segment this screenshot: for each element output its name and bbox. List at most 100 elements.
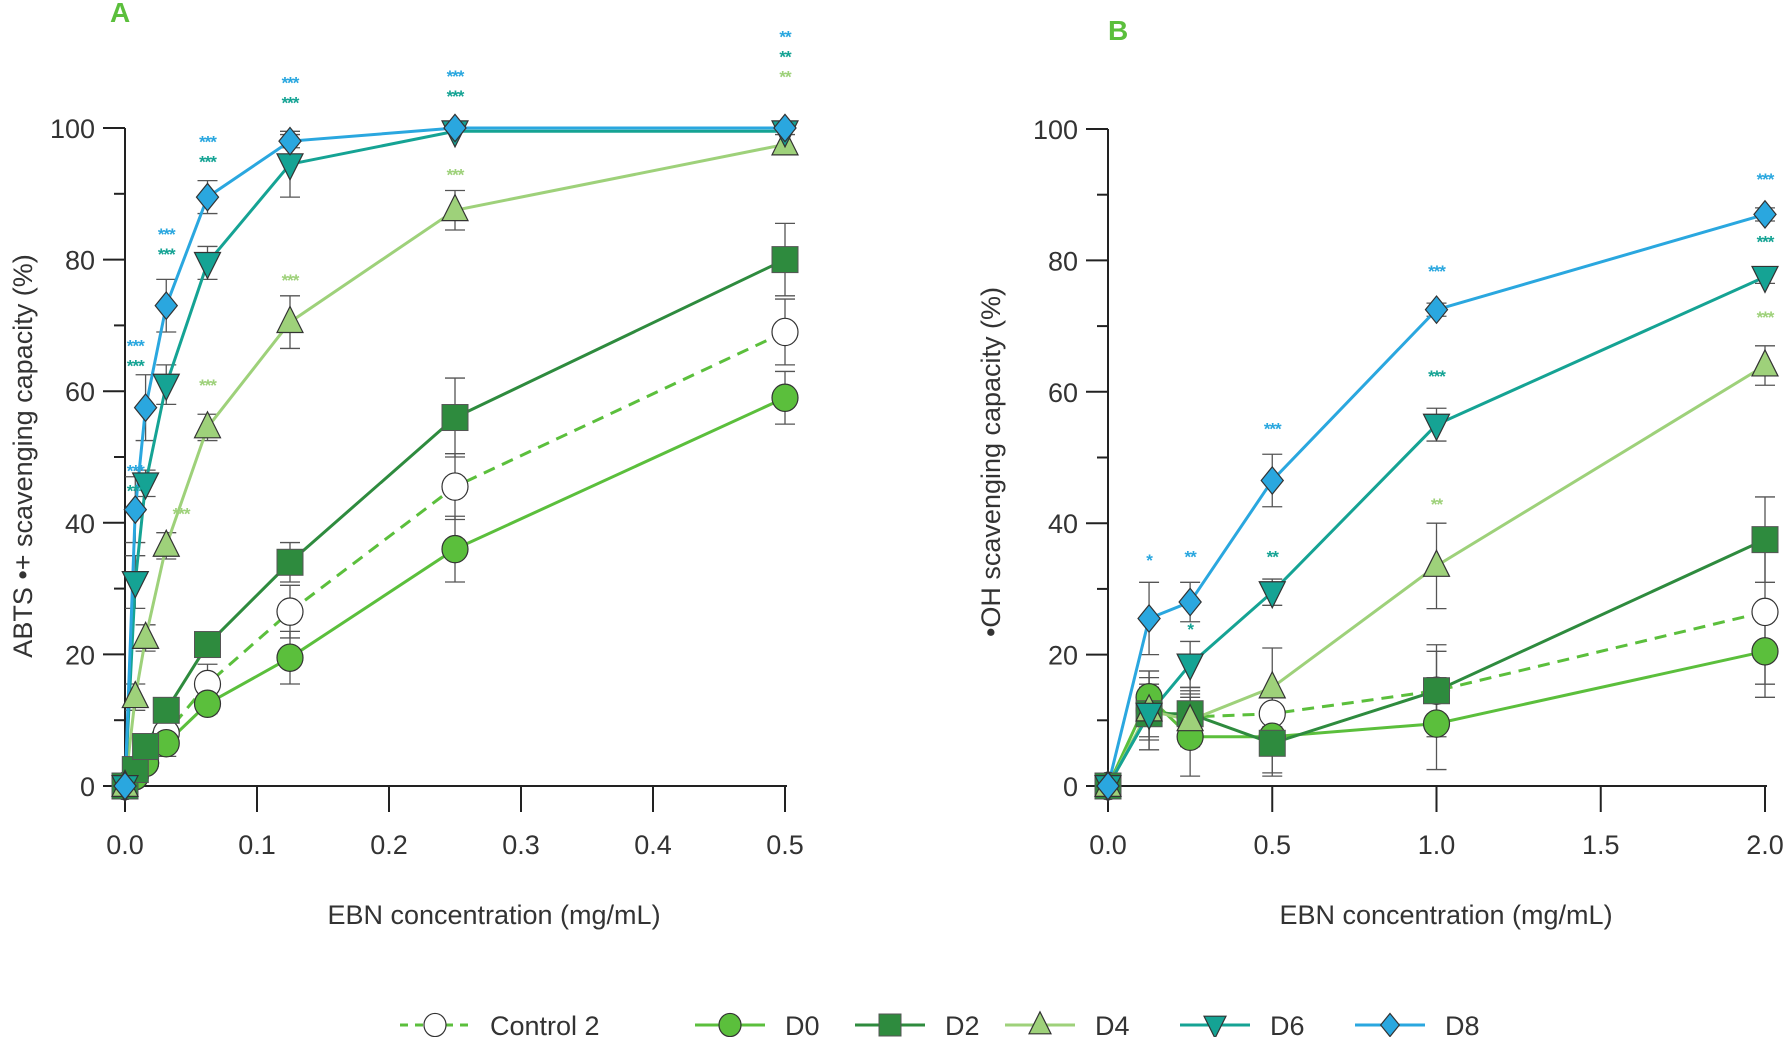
data-point-d8 [773,113,797,143]
legend-item-d0: D0 [695,1011,820,1037]
y-tick-label: 40 [65,509,95,539]
panel-b-x-axis-title: EBN concentration (mg/mL) [1279,900,1612,930]
data-point-d4 [1751,348,1779,377]
data-point-d2 [194,631,221,659]
y-tick-label: 20 [65,640,95,670]
significance-marker: *** [199,133,217,152]
y-tick-label: 60 [1048,378,1078,408]
data-point-d8 [278,126,302,156]
significance-marker: *** [1428,262,1446,281]
x-tick-label: 0.5 [766,830,804,860]
legend-marker [878,1013,902,1037]
y-tick-label: 40 [1048,509,1078,539]
data-point-d4 [1258,670,1287,699]
significance-marker: * [1146,551,1153,570]
y-tick-label: 20 [1048,641,1078,671]
significance-marker: ** [1267,548,1280,567]
significance-marker: *** [1757,308,1775,327]
significance-marker: *** [282,94,300,113]
panel-a-label: A [110,0,130,28]
x-tick-label: 0.4 [634,830,672,860]
significance-marker: *** [282,271,300,290]
x-tick-label: 0.3 [502,830,540,860]
data-point-d4 [131,621,160,649]
data-point-d2 [132,733,160,761]
data-point-d8 [1096,771,1120,801]
significance-marker: *** [1757,232,1775,251]
panel-a-y-axis-title: ABTS •+ scavenging capacity (%) [8,254,38,657]
significance-marker: ** [779,47,792,66]
data-point-d2 [276,548,304,576]
significance-marker: * [1187,620,1194,639]
data-point-d4 [121,680,150,709]
y-tick-label: 80 [65,246,95,276]
data-point-d8 [195,182,220,212]
data-point-d8 [1260,465,1285,496]
data-point-d0 [193,689,222,718]
data-point-d4 [152,528,181,557]
legend-label: Control 2 [490,1011,600,1037]
y-tick-label: 100 [50,114,95,144]
y-tick-label: 0 [1063,772,1078,802]
series-line-d8 [1106,212,1766,787]
data-point-control-2 [771,317,799,347]
data-point-d4 [441,193,469,222]
legend-marker [423,1012,447,1037]
significance-marker: *** [447,87,465,106]
x-tick-label: 1.5 [1582,830,1620,860]
data-point-control-2 [276,597,304,626]
data-point-d6 [152,373,181,402]
data-point-control-2 [1751,597,1779,627]
legend-marker [1203,1015,1227,1037]
legend-item-d4: D4 [1005,1010,1130,1037]
data-point-d8 [133,393,158,423]
significance-marker: *** [173,505,191,524]
significance-marker: *** [158,225,176,244]
significance-marker: *** [158,245,176,264]
panel-a-x-axis-title: EBN concentration (mg/mL) [327,900,660,930]
data-point-d8 [1753,199,1777,230]
significance-marker: *** [127,462,145,481]
data-point-d0 [1422,709,1451,738]
data-point-d2 [1258,729,1286,757]
x-tick-label: 0.0 [106,830,144,860]
legend-item-d6: D6 [1180,1011,1305,1037]
data-point-d8 [1178,587,1202,617]
data-point-d2 [152,696,180,724]
panel-b-y-axis-title: •OH scavenging capacity (%) [976,287,1006,637]
legend-item-d2: D2 [855,1011,980,1037]
data-point-d6 [1422,413,1451,442]
series-line-d6 [123,129,785,787]
legend-marker [1028,1010,1052,1035]
x-tick-label: 0.1 [238,830,276,860]
significance-marker: *** [282,74,300,93]
data-point-d8 [443,113,467,143]
data-point-d0 [441,534,469,564]
data-point-d4 [1176,703,1205,732]
significance-marker: ** [779,67,792,86]
significance-marker: *** [447,166,465,185]
data-point-d6 [1135,702,1164,731]
x-tick-label: 2.0 [1746,830,1784,860]
legend-item-d8: D8 [1355,1011,1480,1037]
data-point-d0 [1751,637,1779,666]
significance-marker: ** [1431,495,1444,514]
x-tick-label: 0.5 [1253,830,1291,860]
data-point-d6 [131,472,160,501]
legend-label: D4 [1095,1011,1130,1037]
significance-marker: ** [779,27,792,46]
y-tick-label: 80 [1048,246,1078,276]
data-point-d2 [1751,526,1779,554]
significance-marker: *** [127,337,145,356]
significance-marker: *** [1264,420,1282,439]
data-point-d0 [276,643,304,672]
data-point-control-2 [441,472,469,501]
data-point-d6 [1258,581,1287,610]
panel-b-label: B [1108,15,1128,46]
legend-marker [1379,1012,1401,1037]
significance-marker: *** [127,482,145,501]
significance-marker: *** [199,376,217,395]
